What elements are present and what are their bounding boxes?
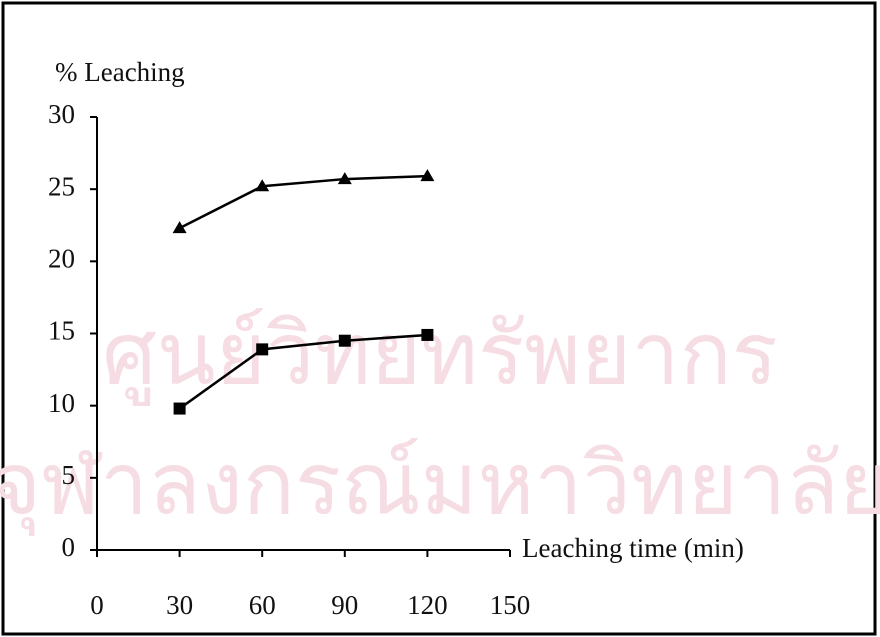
watermark: จุฬาลงกรณ์มหาวิทยาลัย — [0, 434, 880, 536]
marker — [420, 169, 435, 182]
marker — [255, 179, 270, 192]
x-tick-label: 120 — [407, 590, 448, 620]
y-tick-label: 15 — [48, 316, 75, 346]
y-tick-label: 5 — [62, 460, 76, 490]
x-tick-label: 60 — [249, 590, 276, 620]
x-tick-label: 150 — [490, 590, 531, 620]
x-tick-label: 30 — [166, 590, 193, 620]
x-tick-label: 90 — [331, 590, 358, 620]
y-axis-label: % Leaching — [55, 57, 185, 87]
watermark: ศูนย์วิทยทรัพยากร — [102, 304, 778, 406]
y-tick-label: 10 — [48, 388, 75, 418]
y-tick-label: 20 — [48, 244, 75, 274]
marker — [256, 343, 269, 356]
marker — [173, 402, 186, 415]
series-line — [179, 174, 428, 230]
series-line — [178, 333, 428, 410]
marker — [172, 221, 187, 234]
x-axis-label: Leaching time (min) — [522, 533, 744, 563]
y-tick-label: 30 — [48, 99, 75, 129]
y-tick-label: 25 — [48, 171, 75, 201]
marker — [337, 172, 352, 185]
x-tick-label: 0 — [90, 590, 104, 620]
marker — [338, 334, 351, 347]
marker — [421, 328, 434, 341]
y-tick-label: 0 — [62, 532, 76, 562]
